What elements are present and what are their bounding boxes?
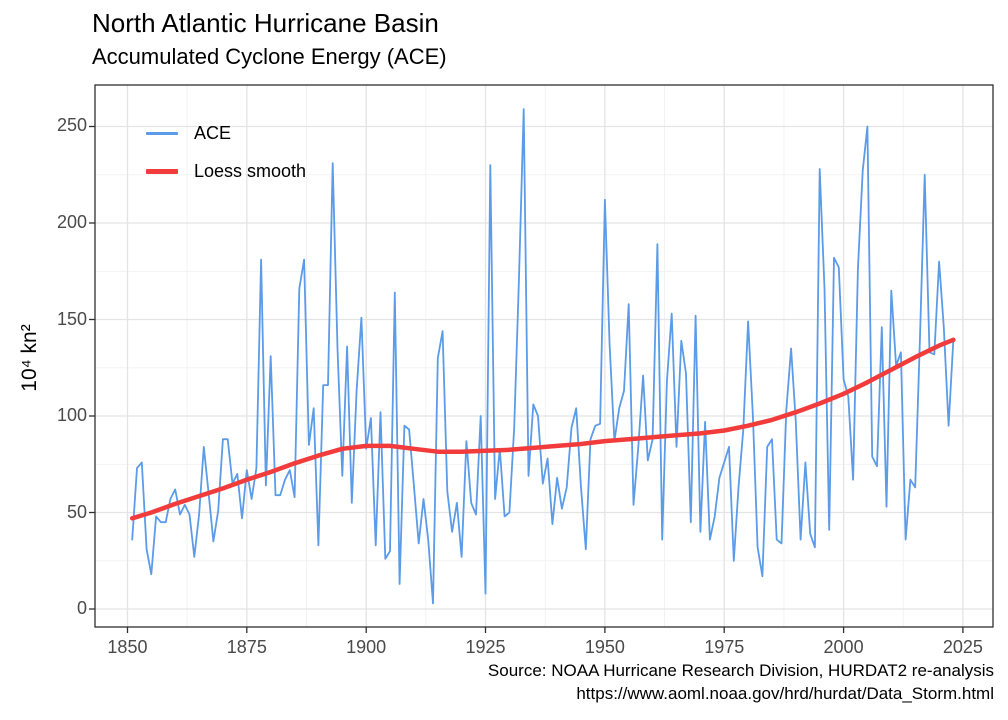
y-tick-label: 50	[66, 501, 87, 522]
x-tick-label: 1875	[226, 637, 267, 657]
x-tick-label: 1925	[465, 637, 506, 657]
y-tick-label: 100	[56, 405, 87, 426]
x-tick-label: 2025	[942, 637, 983, 657]
legend-label-ace: ACE	[194, 122, 232, 143]
legend-item-loess: Loess smooth	[146, 152, 306, 190]
source-caption: Source: NOAA Hurricane Research Division…	[488, 659, 994, 705]
chart-subtitle: Accumulated Cyclone Energy (ACE)	[92, 44, 447, 69]
legend: ACE Loess smooth	[146, 114, 306, 190]
chart-title: North Atlantic Hurricane Basin	[92, 8, 439, 38]
y-tick-label: 250	[56, 115, 87, 136]
x-tick-label: 2000	[823, 637, 864, 657]
legend-item-ace: ACE	[146, 114, 306, 152]
caption-line-2: https://www.aoml.noaa.gov/hrd/hurdat/Dat…	[576, 684, 994, 703]
loess-line-key	[146, 168, 178, 174]
x-tick-label: 1850	[107, 637, 148, 657]
x-tick-label: 1900	[346, 637, 387, 657]
ace-line-key	[146, 131, 178, 135]
y-tick-label: 0	[76, 598, 87, 619]
y-tick-label: 200	[56, 212, 87, 232]
y-tick-label: 150	[56, 308, 87, 329]
caption-line-1: Source: NOAA Hurricane Research Division…	[487, 661, 994, 680]
legend-label-loess: Loess smooth	[194, 160, 307, 181]
x-tick-label: 1950	[584, 637, 625, 657]
x-tick-label: 1975	[704, 637, 745, 657]
